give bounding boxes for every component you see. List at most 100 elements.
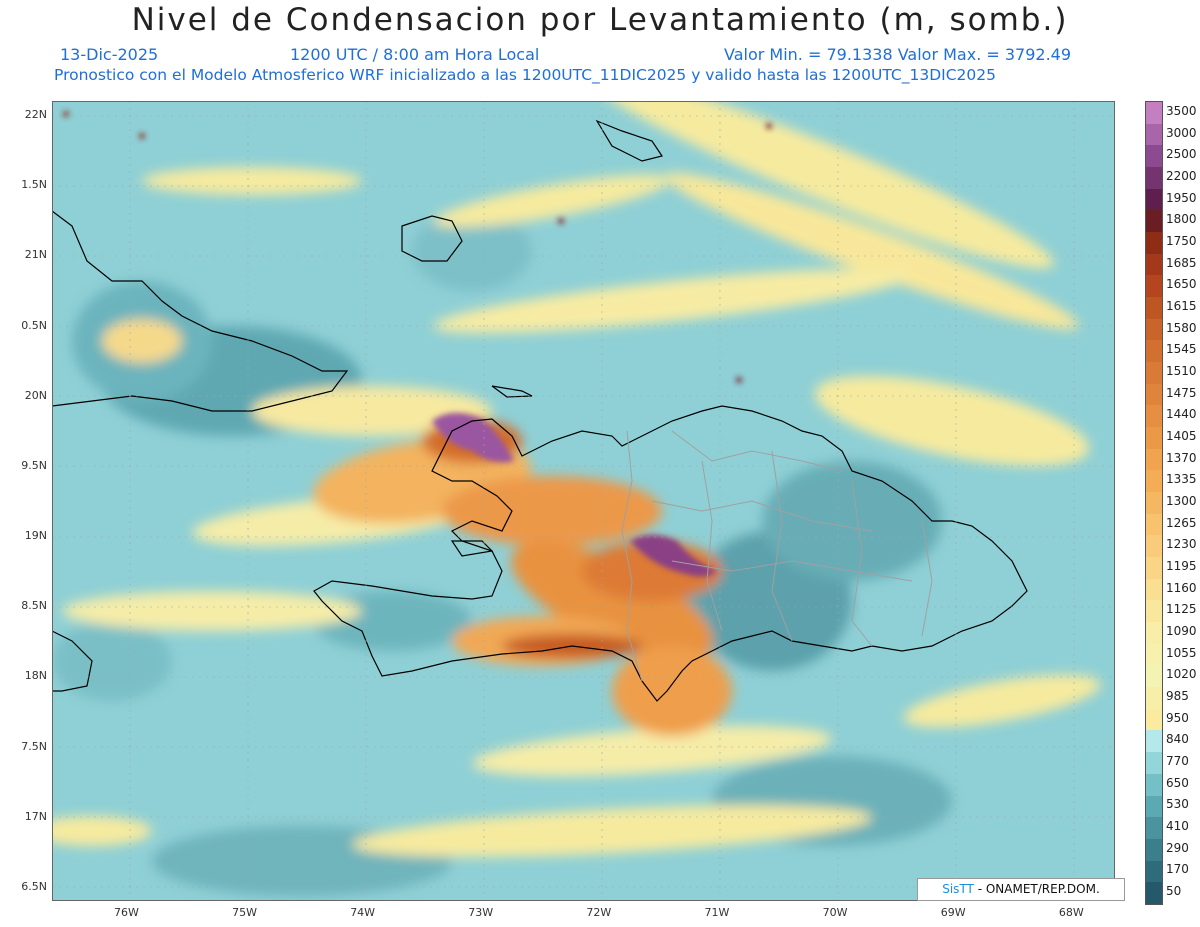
colorbar-label: 1475 <box>1166 385 1197 400</box>
lon-tick-label: 69W <box>940 906 966 919</box>
gonave-island <box>450 540 494 557</box>
colorbar-label: 1750 <box>1166 233 1197 248</box>
province-borders <box>621 430 933 682</box>
colorbar-segment <box>1146 188 1162 211</box>
lat-tick-label: 22N <box>24 108 47 122</box>
colorbar-segment <box>1146 578 1162 601</box>
colorbar-segment <box>1146 318 1162 341</box>
colorbar <box>1145 101 1163 905</box>
colorbar-segment <box>1146 167 1162 189</box>
min-max-values: Valor Min. = 79.1338 Valor Max. = 3792.4… <box>724 45 1072 64</box>
colorbar-segment <box>1146 860 1162 883</box>
hispaniola-coast <box>313 405 1028 702</box>
forecast-date: 13-Dic-2025 <box>60 45 159 64</box>
colorbar-segment <box>1146 773 1162 796</box>
colorbar-segment <box>1146 362 1162 384</box>
lat-tick-label: 20N <box>24 388 47 402</box>
lcl-shading <box>52 101 1101 896</box>
colorbar-segment <box>1146 838 1162 861</box>
credit-text: - ONAMET/REP.DOM. <box>977 882 1100 896</box>
colorbar-segment <box>1146 622 1162 644</box>
lon-tick-label: 72W <box>586 906 612 919</box>
colorbar-label: 770 <box>1166 754 1189 769</box>
colorbar-label: 650 <box>1166 775 1189 790</box>
colorbar-segment <box>1146 687 1162 709</box>
colorbar-segment <box>1146 730 1162 753</box>
colorbar-segment <box>1146 427 1162 449</box>
lon-tick-label: 68W <box>1058 906 1084 919</box>
lon-tick-label: 76W <box>113 906 139 919</box>
colorbar-segment <box>1146 102 1162 124</box>
colorbar-label: 3500 <box>1166 103 1197 118</box>
colorbar-segment <box>1146 275 1162 298</box>
lon-tick-label: 71W <box>704 906 730 919</box>
colorbar-label: 1300 <box>1166 494 1197 508</box>
colorbar-segment <box>1146 643 1162 666</box>
colorbar-label: 3000 <box>1166 125 1197 140</box>
colorbar-segment <box>1146 405 1162 428</box>
colorbar-segment <box>1146 513 1162 536</box>
coastlines <box>52 119 1028 702</box>
colorbar-label: 840 <box>1166 732 1189 747</box>
colorbar-segment <box>1146 210 1162 233</box>
colorbar-label: 1055 <box>1166 645 1197 660</box>
lon-tick-label: 73W <box>468 906 494 919</box>
colorbar-label: 1440 <box>1166 407 1197 422</box>
colorbar-segment <box>1146 708 1162 731</box>
colorbar-label: 2200 <box>1166 168 1197 183</box>
colorbar-segment <box>1146 600 1162 623</box>
lat-tick-label: 6.5N <box>21 879 47 893</box>
colorbar-label: 1545 <box>1166 342 1197 357</box>
colorbar-label: 1685 <box>1166 255 1197 270</box>
colorbar-segment <box>1146 817 1162 839</box>
lat-tick-label: 9.5N <box>21 458 47 472</box>
colorbar-label: 1510 <box>1166 363 1197 378</box>
colorbar-segment <box>1146 123 1162 146</box>
lcl-map <box>52 101 1115 901</box>
lon-tick-label: 74W <box>350 906 376 919</box>
colorbar-label: 410 <box>1166 819 1189 834</box>
colorbar-label: 1950 <box>1166 190 1197 205</box>
colorbar-label: 1160 <box>1166 580 1197 595</box>
colorbar-label: 1800 <box>1166 212 1197 227</box>
lat-tick-label: 7.5N <box>21 739 47 753</box>
colorbar-label: 1020 <box>1166 667 1197 682</box>
lcl-peaks <box>63 111 772 577</box>
colorbar-segment <box>1146 470 1162 493</box>
colorbar-segment <box>1146 297 1162 319</box>
colorbar-segment <box>1146 448 1162 471</box>
colorbar-label: 1615 <box>1166 298 1197 313</box>
colorbar-segment <box>1146 535 1162 558</box>
colorbar-segment <box>1146 492 1162 514</box>
turks-caicos <box>595 119 663 162</box>
lon-tick-label: 70W <box>822 906 848 919</box>
lat-tick-label: 1.5N <box>21 178 47 192</box>
colorbar-segment <box>1146 253 1162 276</box>
colorbar-label: 950 <box>1166 710 1189 725</box>
lat-tick-label: 0.5N <box>21 318 47 332</box>
colorbar-label: 50 <box>1166 884 1182 899</box>
colorbar-label: 1405 <box>1166 428 1197 443</box>
colorbar-label: 170 <box>1166 862 1189 877</box>
cuba-coast <box>52 210 349 412</box>
colorbar-segment <box>1146 882 1162 904</box>
colorbar-segment <box>1146 383 1162 406</box>
graticule <box>52 101 1115 901</box>
lat-tick-label: 21N <box>24 248 47 262</box>
model-description: Pronostico con el Modelo Atmosferico WRF… <box>54 66 996 84</box>
map-frame <box>52 101 1115 901</box>
lat-tick-label: 19N <box>24 529 47 543</box>
colorbar-label: 1335 <box>1166 472 1197 487</box>
colorbar-segment <box>1146 665 1162 688</box>
colorbar-segment <box>1146 752 1162 774</box>
jamaica-coast <box>52 630 93 692</box>
colorbar-label: 1370 <box>1166 450 1197 465</box>
lat-tick-label: 17N <box>24 809 47 823</box>
colorbar-segment <box>1146 795 1162 818</box>
tortuga-island <box>491 385 533 398</box>
colorbar-label: 1195 <box>1166 559 1197 574</box>
colorbar-label: 1125 <box>1166 602 1197 617</box>
sispi-logo: SisTT <box>942 882 974 896</box>
forecast-time: 1200 UTC / 8:00 am Hora Local <box>290 45 540 64</box>
colorbar-segment <box>1146 145 1162 168</box>
